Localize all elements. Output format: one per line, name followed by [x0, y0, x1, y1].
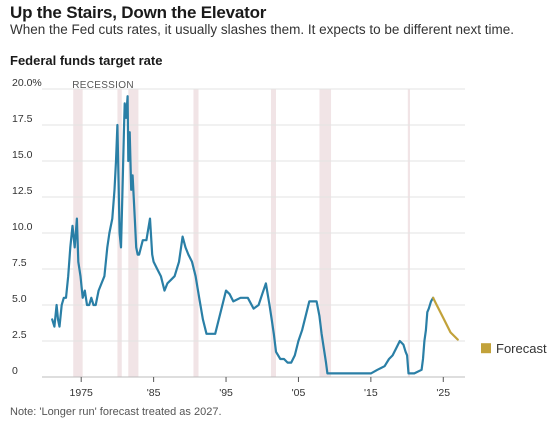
series-line-forecast [432, 296, 459, 341]
y-axis: 20.0% 17.5 15.0 12.5 10.0 7.5 5.0 2.5 0 [12, 77, 42, 377]
plot-title: Federal funds target rate [10, 53, 163, 68]
x-tick-label: '15 [364, 387, 378, 399]
y-tick-label: 20.0% [12, 77, 42, 89]
x-tick-label: 1975 [70, 387, 94, 399]
y-tick-label: 2.5 [12, 329, 27, 341]
series-line-actual [51, 95, 435, 375]
y-tick-label: 5.0 [12, 293, 27, 305]
footnote: Note: 'Longer run' forecast treated as 2… [10, 406, 222, 418]
chart-title: Up the Stairs, Down the Elevator [10, 3, 267, 22]
x-axis: 1975 '85 '95 '05 '15 '25 [70, 377, 450, 399]
x-tick-label: '05 [292, 387, 306, 399]
x-tick-label: '25 [436, 387, 450, 399]
recession-label: RECESSION [72, 80, 134, 91]
y-tick-label: 15.0 [12, 149, 33, 161]
x-tick-label: '95 [219, 387, 233, 399]
y-tick-label: 0 [12, 365, 18, 377]
series-lines [51, 95, 459, 375]
legend-label: Forecast [496, 341, 547, 356]
y-tick-label: 10.0 [12, 221, 33, 233]
legend: Forecast [481, 341, 547, 356]
chart-subtitle: When the Fed cuts rates, it usually slas… [10, 22, 514, 37]
y-tick-label: 12.5 [12, 185, 33, 197]
legend-swatch [481, 343, 491, 354]
y-tick-label: 17.5 [12, 113, 33, 125]
y-tick-label: 7.5 [12, 257, 27, 269]
grid-lines [42, 88, 465, 378]
x-tick-label: '85 [147, 387, 161, 399]
